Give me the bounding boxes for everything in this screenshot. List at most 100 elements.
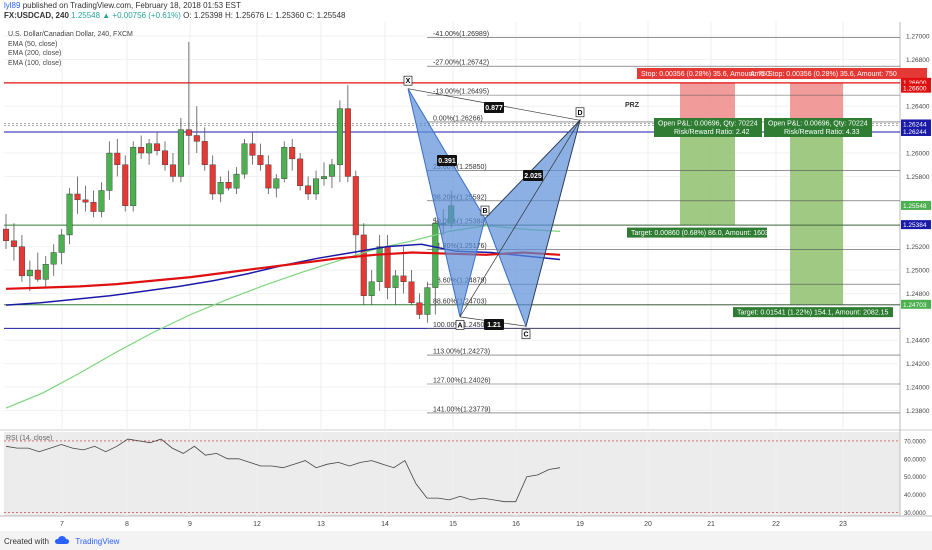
target-zone bbox=[680, 124, 735, 226]
y-tick-label: 1.26800 bbox=[906, 57, 930, 64]
x-tick-label: 14 bbox=[381, 521, 389, 528]
price-axis-tag-label: 1.26244 bbox=[903, 129, 927, 136]
y-tick-label: 1.26000 bbox=[906, 151, 930, 158]
ohlc-values: O: 1.25398 H: 1.25676 L: 1.25360 C: 1.25… bbox=[183, 11, 346, 20]
y-tick-label: 1.24200 bbox=[906, 361, 930, 368]
x-tick-label: 20 bbox=[644, 521, 652, 528]
candle-body bbox=[10, 240, 17, 247]
candle-body bbox=[273, 178, 280, 189]
y-tick-label: 1.24000 bbox=[906, 385, 930, 392]
tradingview-cloud-icon bbox=[55, 536, 70, 544]
candle-body bbox=[400, 275, 407, 282]
chart-canvas[interactable]: 7 8 9 12 13 14 15 16 19 20 21 22 23 1.27000 1.26800 1.2… bbox=[0, 0, 932, 531]
price-axis-tag-label: 1.26600 bbox=[903, 86, 927, 93]
candle-body bbox=[432, 223, 439, 288]
ratio-badge bbox=[484, 102, 504, 113]
open-pnl-label: Open P&L: 0.00696, Qty: 70224 bbox=[658, 121, 758, 128]
candle-body bbox=[185, 129, 192, 136]
candle-body bbox=[281, 146, 288, 179]
price-axis-tag bbox=[901, 299, 931, 309]
price-axis-tag bbox=[901, 220, 931, 230]
candle-body bbox=[257, 155, 264, 165]
candle-body bbox=[321, 176, 328, 179]
author-link[interactable]: lyl89 bbox=[4, 1, 21, 10]
fib-level-label: -27.00%(1.26742) bbox=[433, 60, 489, 67]
ratio-label: 0.877 bbox=[485, 105, 503, 112]
price-axis-tag-label: 1.26244 bbox=[903, 121, 927, 128]
y-tick-label: 1.25200 bbox=[906, 244, 930, 251]
candle-body bbox=[249, 143, 256, 156]
candle-body bbox=[193, 135, 200, 142]
pattern-point-label: X bbox=[406, 78, 411, 85]
y-tick-label: 1.24800 bbox=[906, 291, 930, 298]
risk-reward-label: Risk/Reward Ratio: 2.42 bbox=[674, 129, 750, 136]
candles-group bbox=[3, 41, 455, 323]
candle-body bbox=[424, 287, 431, 315]
candle-body bbox=[344, 108, 351, 177]
legend-title: U.S. Dollar/Canadian Dollar, 240, FXCM bbox=[8, 31, 133, 38]
x-tick-label: 13 bbox=[317, 521, 325, 528]
rsi-y-tick-label: 50.0000 bbox=[904, 475, 926, 481]
candle-body bbox=[416, 302, 423, 315]
fib-level-label: 127.00%(1.24026) bbox=[433, 378, 491, 385]
candle-body bbox=[90, 201, 97, 212]
y-tick-label: 1.27000 bbox=[906, 34, 930, 41]
legend-ema100[interactable]: EMA (100, close) bbox=[8, 59, 62, 67]
target-label: Target: 0.00860 (0.68%) 86.0, Amount: 16… bbox=[631, 230, 779, 237]
publish-info: published on TradingView.com, February 1… bbox=[22, 1, 241, 10]
pattern-point-box bbox=[455, 319, 465, 330]
rsi-y-tick-label: 60.0000 bbox=[904, 457, 926, 463]
candle-body bbox=[177, 129, 184, 177]
price-axis-tag-label: 1.24703 bbox=[903, 302, 927, 309]
candle-body bbox=[169, 164, 176, 177]
pattern-ad-line bbox=[459, 120, 581, 318]
candle-body bbox=[106, 152, 113, 191]
stop-zone bbox=[680, 82, 735, 125]
pattern-point-label: A bbox=[457, 322, 462, 329]
prz-label: PRZ bbox=[625, 102, 640, 109]
ratio-label: 2.025 bbox=[524, 173, 542, 180]
x-tick-label: 9 bbox=[188, 521, 192, 528]
pattern-point-label: C bbox=[523, 332, 528, 339]
fib-level-label: 113.00%(1.24273) bbox=[433, 349, 490, 356]
publish-header: lyl89 published on TradingView.com, Febr… bbox=[0, 0, 932, 22]
footer-bar: Created with TradingView bbox=[0, 531, 932, 550]
pattern-point-box bbox=[521, 329, 531, 340]
candle-body bbox=[368, 281, 375, 296]
candle-body bbox=[154, 143, 161, 151]
price-axis-tag bbox=[901, 77, 931, 87]
candle-body bbox=[66, 193, 73, 236]
rsi-y-tick-label: 70.0000 bbox=[904, 439, 926, 445]
candle-body bbox=[408, 281, 415, 304]
candle-body bbox=[241, 143, 248, 175]
stop-label: Stop: 0.00356 (0.28%) 35.6, Amount: 750 bbox=[768, 71, 897, 78]
rsi-pane-background bbox=[4, 432, 900, 516]
pattern-point-label: B bbox=[482, 208, 487, 215]
candle-body bbox=[42, 263, 49, 280]
candle-body bbox=[384, 246, 391, 288]
candle-body bbox=[328, 164, 335, 177]
candle-body bbox=[376, 246, 383, 282]
candle-body bbox=[392, 275, 399, 288]
legend-ema50[interactable]: EMA (50, close) bbox=[8, 40, 58, 48]
candle-body bbox=[217, 182, 224, 195]
rsi-title: RSI (14, close) bbox=[6, 435, 52, 442]
pattern-xab-triangle bbox=[407, 88, 486, 317]
fib-level-label: 23.60%(1.25850) bbox=[433, 164, 487, 171]
candle-body bbox=[34, 269, 41, 280]
candle-body bbox=[201, 141, 208, 165]
legend-ema200[interactable]: EMA (200, close) bbox=[8, 50, 62, 57]
fib-level-label: 0.00%(1.26266) bbox=[433, 115, 483, 122]
open-pnl-box bbox=[654, 118, 762, 137]
candle-body bbox=[122, 164, 129, 206]
candle-body bbox=[313, 178, 320, 195]
candle-body bbox=[146, 143, 153, 154]
stop-label-prefix: Amo bbox=[750, 71, 765, 78]
candle-body bbox=[74, 193, 81, 201]
x-tick-label: 7 bbox=[60, 521, 64, 528]
footer-text: Created with bbox=[4, 537, 49, 546]
pattern-point-box bbox=[575, 107, 585, 118]
candle-body bbox=[265, 164, 272, 189]
tradingview-link[interactable]: TradingView bbox=[75, 537, 120, 546]
target-zone bbox=[790, 124, 843, 306]
